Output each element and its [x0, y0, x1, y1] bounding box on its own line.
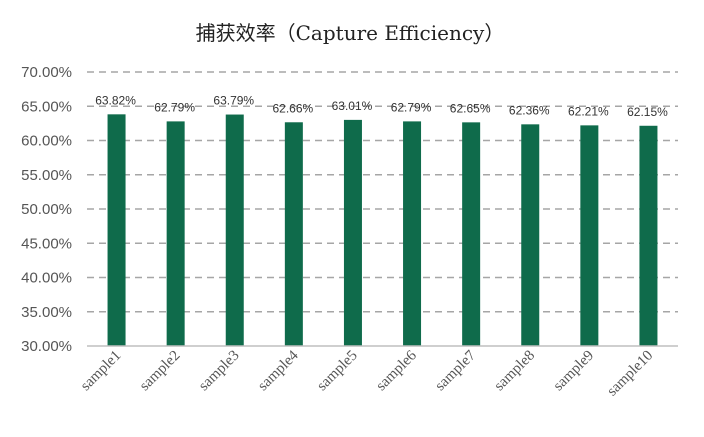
bars: [107, 114, 658, 347]
x-tick-label: sample1: [78, 348, 125, 395]
y-tick-label: 55.00%: [21, 167, 72, 184]
x-tick-label: sample9: [551, 348, 598, 395]
y-tick-label: 70.00%: [21, 64, 72, 81]
data-label: 62.21%: [568, 104, 609, 118]
bar-sample4: [284, 122, 303, 347]
x-tick-label: sample7: [432, 347, 479, 394]
grid-lines: [87, 71, 678, 313]
data-label: 63.01%: [332, 99, 373, 113]
y-tick-label: 30.00%: [21, 338, 72, 355]
bar-sample5: [343, 119, 362, 346]
y-tick-label: 60.00%: [21, 133, 72, 150]
data-labels: 63.82% 62.79% 63.79% 62.66% 63.01% 62.79% 62.6…: [95, 93, 668, 118]
bar-sample10: [639, 125, 658, 347]
x-axis-ticks: sample1 sample2 sample3 sample4 sample5 sampl…: [78, 347, 657, 399]
x-tick-label: sample10: [604, 348, 656, 400]
x-tick-label: sample2: [137, 348, 184, 395]
data-label: 63.82%: [95, 93, 136, 107]
x-tick-label: sample4: [255, 347, 302, 394]
bar-sample9: [580, 125, 599, 346]
data-label: 62.65%: [450, 101, 491, 115]
chart-title: 捕获效率（Capture Efficiency）: [196, 21, 505, 45]
y-tick-label: 65.00%: [21, 98, 72, 115]
bar-sample6: [403, 121, 422, 347]
y-axis-ticks: 30.00% 35.00% 40.00% 45.00% 50.00% 55.00% 60.0…: [21, 64, 72, 355]
x-tick-label: sample6: [373, 347, 420, 394]
data-label: 62.79%: [154, 100, 195, 114]
y-tick-label: 40.00%: [21, 270, 72, 287]
bar-sample7: [462, 122, 481, 346]
bar-sample2: [166, 121, 185, 347]
x-tick-label: sample5: [314, 348, 361, 395]
data-label: 62.36%: [509, 103, 550, 117]
y-tick-label: 45.00%: [21, 235, 72, 252]
x-tick-label: sample8: [491, 348, 538, 395]
bar-sample3: [225, 114, 244, 346]
data-label: 62.15%: [627, 105, 668, 119]
data-label: 62.66%: [272, 101, 313, 115]
y-tick-label: 35.00%: [21, 304, 72, 321]
bar-sample8: [521, 124, 540, 346]
x-tick-label: sample3: [196, 348, 243, 395]
data-label: 63.79%: [213, 94, 254, 108]
y-tick-label: 50.00%: [21, 201, 72, 218]
bar-sample1: [107, 114, 126, 346]
data-label: 62.79%: [391, 100, 432, 114]
